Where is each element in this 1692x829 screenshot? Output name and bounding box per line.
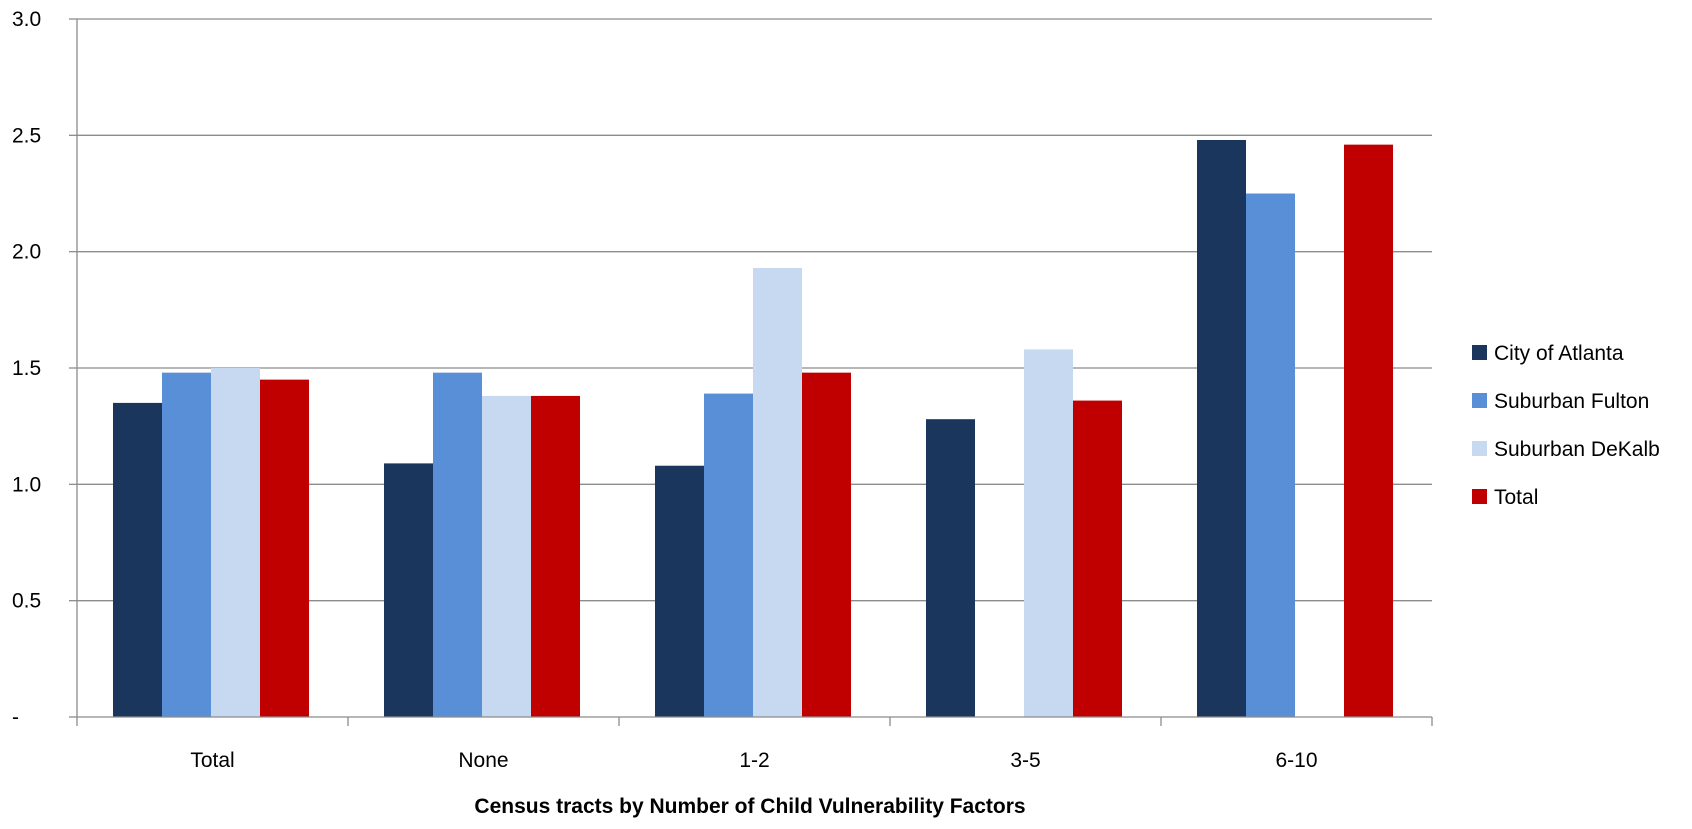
y-tick-label: 2.0 (12, 241, 41, 264)
axes (69, 18, 1433, 726)
bar (384, 463, 433, 717)
legend-label: Suburban Fulton (1494, 390, 1649, 413)
x-axis-title: Census tracts by Number of Child Vulnera… (474, 795, 1025, 818)
legend-label: Suburban DeKalb (1494, 438, 1660, 461)
y-tick-label: 1.5 (12, 357, 41, 380)
bar (1073, 400, 1122, 717)
y-tick-label: 1.0 (12, 473, 41, 496)
x-tick-label: Total (190, 749, 234, 772)
bar (655, 465, 704, 717)
x-tick-label: None (458, 749, 508, 772)
x-tick-label: 6-10 (1275, 749, 1317, 772)
legend-label: Total (1494, 486, 1538, 509)
y-tick-label: 0.5 (12, 590, 41, 613)
bar (531, 395, 580, 717)
bar (1246, 193, 1295, 717)
bar (926, 419, 975, 717)
y-tick-label: 2.5 (12, 124, 41, 147)
legend-swatch (1472, 393, 1487, 408)
y-tick-label: 3.0 (12, 8, 41, 31)
x-tick-label: 3-5 (1010, 749, 1040, 772)
bars (113, 139, 1393, 717)
bar (113, 402, 162, 717)
bar (482, 395, 531, 717)
legend-label: City of Atlanta (1494, 342, 1624, 365)
bar (753, 267, 802, 717)
bar (802, 372, 851, 717)
bar (704, 393, 753, 717)
legend-swatch (1472, 345, 1487, 360)
legend: City of Atlanta Suburban Fulton Suburban D… (1472, 342, 1660, 509)
legend-swatch (1472, 489, 1487, 504)
bar (260, 379, 309, 717)
bar (1197, 139, 1246, 717)
x-tick-label: 1-2 (739, 749, 769, 772)
labels: - 0.5 1.0 1.5 2.0 2.5 3.0 Total None 1-2 3-5 6-10 (12, 8, 1318, 772)
legend-swatch (1472, 441, 1487, 456)
bar (1024, 349, 1073, 717)
bar (1344, 144, 1393, 717)
bar (211, 368, 260, 717)
bar (433, 372, 482, 717)
y-tick-label: - (12, 706, 19, 729)
bar (162, 372, 211, 717)
